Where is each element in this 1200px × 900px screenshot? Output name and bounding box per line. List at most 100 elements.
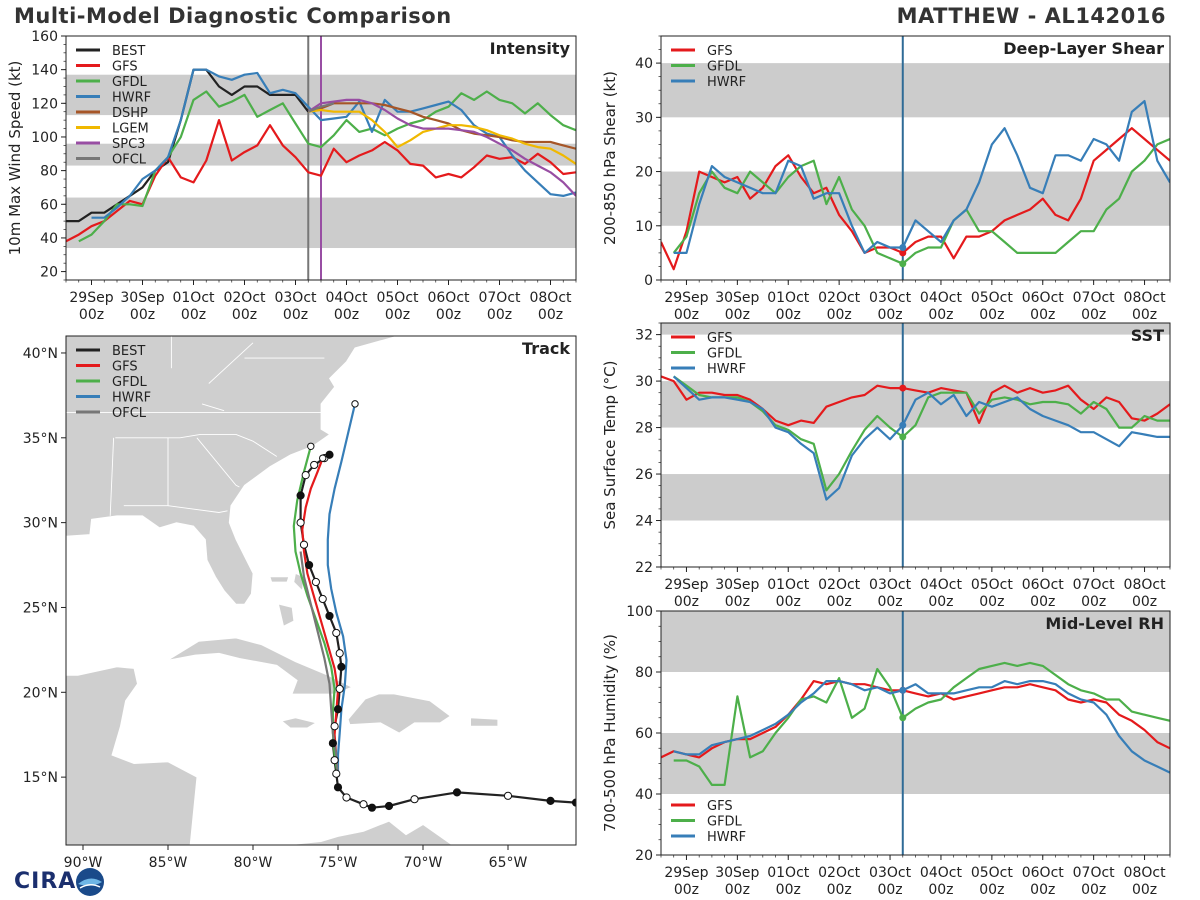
x-tick-label-date: 06Oct — [1022, 865, 1065, 881]
best-track-point — [333, 705, 343, 714]
y-tick-label: 30 — [635, 374, 653, 390]
y-tick-label: 28 — [635, 421, 653, 437]
lon-tick-label: 75°W — [319, 855, 358, 871]
x-tick-label-date: 05Oct — [971, 865, 1014, 881]
x-tick-label-hour: 00z — [776, 882, 801, 898]
plot-content — [66, 36, 576, 280]
map-frame — [65, 335, 577, 846]
legend-label-hwrf: HWRF — [707, 830, 746, 845]
state-border — [167, 505, 228, 513]
best-track-point — [325, 450, 334, 459]
series-line-ofcl — [307, 102, 335, 113]
x-tick-label-date: 01Oct — [767, 865, 810, 881]
y-tick-label: 32 — [635, 328, 653, 344]
best-track-point — [296, 518, 305, 527]
x-tick-label-hour: 00z — [1081, 594, 1106, 610]
x-tick-label-hour: 00z — [232, 307, 257, 323]
x-tick-label-hour: 00z — [776, 594, 801, 610]
x-tick-label-date: 02Oct — [223, 290, 266, 306]
x-tick-label-date: 01Oct — [172, 290, 215, 306]
x-tick-label-date: 30Sep — [715, 577, 759, 593]
legend-label-best: BEST — [112, 44, 145, 59]
init-marker-gfdl — [899, 260, 907, 268]
y-tick-label: 120 — [31, 96, 58, 112]
init-marker-gfs — [899, 249, 907, 257]
x-tick-label-hour: 00z — [385, 307, 410, 323]
threshold-band — [661, 474, 1170, 521]
threshold-band — [661, 381, 1170, 428]
x-tick-label-date: 07Oct — [478, 290, 521, 306]
x-tick-label-hour: 00z — [436, 307, 461, 323]
init-marker-hwrf — [899, 243, 907, 251]
y-tick-label: 140 — [31, 63, 58, 79]
best-track-point — [335, 649, 344, 658]
x-tick-label-date: 07Oct — [1073, 290, 1116, 306]
lat-tick-label: 15°N — [23, 770, 58, 786]
best-track-point — [337, 662, 346, 671]
y-tick-label: 40 — [40, 231, 58, 247]
y-axis-label: Sea Surface Temp (°C) — [601, 360, 619, 529]
land-hispaniola — [347, 693, 451, 734]
land-north-america — [66, 336, 399, 605]
series-line-gfdl — [673, 661, 1170, 787]
threshold-band — [661, 733, 1170, 794]
y-tick-label: 20 — [40, 265, 58, 281]
state-border — [201, 403, 225, 412]
storm-id-title: MATTHEW - AL142016 — [896, 4, 1166, 28]
series-line-hwrf — [673, 679, 1170, 774]
best-track-point — [305, 560, 314, 570]
init-marker-gfdl — [899, 714, 907, 722]
x-tick-label-hour: 00z — [1132, 307, 1157, 323]
lon-tick-label: 80°W — [234, 855, 273, 871]
track-end-point-hwrf — [351, 400, 359, 408]
x-tick-label-date: 06Oct — [427, 290, 470, 306]
x-tick-label-date: 08Oct — [1124, 577, 1167, 593]
x-tick-label-hour: 00z — [725, 594, 750, 610]
y-tick-label: 60 — [40, 197, 58, 213]
series-line-hwrf — [673, 99, 1170, 254]
x-tick-label-hour: 00z — [979, 882, 1004, 898]
plot-content — [661, 323, 1170, 567]
state-border — [115, 433, 278, 457]
land-jamaica — [281, 717, 317, 729]
x-tick-label-hour: 00z — [1081, 882, 1106, 898]
panel-title: Deep-Layer Shear — [1003, 39, 1164, 58]
legend-label-gfdl: GFDL — [707, 347, 743, 362]
legend-label-hwrf: HWRF — [112, 91, 151, 106]
x-tick-label-date: 08Oct — [1124, 290, 1167, 306]
init-marker-hwrf — [899, 686, 907, 694]
land-bahamas-grand — [269, 576, 290, 583]
x-tick-label-hour: 00z — [776, 307, 801, 323]
series-line-gfs — [661, 127, 1170, 271]
x-tick-label-date: 30Sep — [120, 290, 164, 306]
track-end-point-gfdl — [307, 442, 315, 450]
x-tick-label-hour: 00z — [79, 307, 104, 323]
best-track-point — [328, 739, 337, 748]
plot-area — [661, 323, 1170, 567]
x-tick-label-hour: 00z — [283, 307, 308, 323]
y-tick-label: 80 — [635, 665, 653, 681]
x-tick-label-hour: 00z — [827, 594, 852, 610]
x-tick-label-hour: 00z — [979, 594, 1004, 610]
y-axis-label: 10m Max Wind Speed (kt) — [6, 61, 24, 256]
state-border — [208, 342, 254, 384]
panel-title: SST — [1131, 326, 1164, 345]
legend-label-hwrf: HWRF — [112, 391, 151, 406]
legend-label-gfdl: GFDL — [112, 375, 148, 390]
x-tick-label-date: 01Oct — [767, 577, 810, 593]
panel-track: 90°W 85°W 80°W 75°W 70°W 65°W 15°N 20°N 25°N 30°N… — [23, 335, 577, 871]
series-line-hwrf — [672, 375, 1170, 501]
x-tick-label-date: 29Sep — [664, 577, 708, 593]
legend-label-gfdl: GFDL — [707, 815, 743, 830]
x-tick-label-date: 07Oct — [1073, 865, 1116, 881]
cira-logo-graphic — [76, 868, 104, 896]
x-tick-label-date: 05Oct — [376, 290, 419, 306]
y-tick-label: 24 — [635, 514, 653, 530]
best-track-point — [325, 611, 334, 621]
best-track-point — [301, 471, 310, 480]
